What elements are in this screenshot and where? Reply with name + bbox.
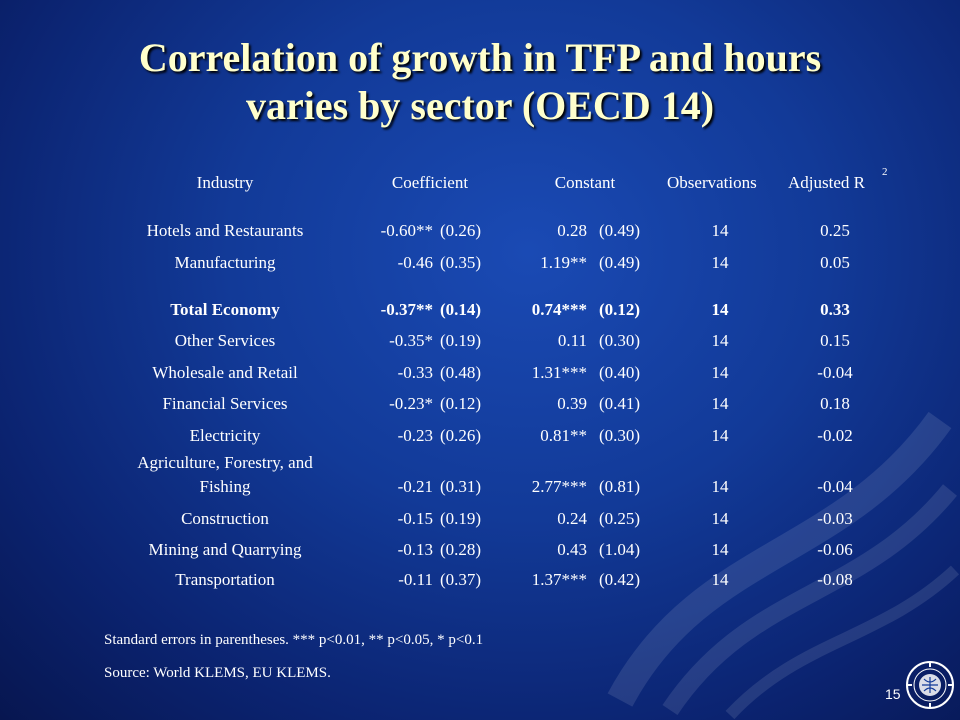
row-coefficient-se: (0.19)	[440, 509, 482, 528]
row-adjusted-r2: -0.08	[817, 570, 853, 589]
row-industry: Financial Services	[162, 394, 288, 413]
row-adjusted-r2: 0.33	[820, 300, 850, 319]
row-industry: Electricity	[189, 426, 261, 445]
header-adjusted-r: Adjusted R	[788, 173, 865, 192]
row-constant: 0.11	[557, 331, 587, 350]
row-observations: 14	[711, 221, 729, 240]
row-industry: Hotels and Restaurants	[146, 221, 304, 240]
row-constant-se: (0.49)	[599, 253, 641, 272]
row-industry-line-1: Agriculture, Forestry, and	[137, 453, 313, 472]
row-adjusted-r2: 0.18	[820, 394, 850, 413]
row-constant-se: (0.81)	[599, 477, 641, 496]
row-constant-se: (1.04)	[599, 540, 641, 559]
row-coefficient: -0.13	[397, 540, 433, 559]
row-constant: 0.28	[557, 221, 587, 240]
row-coefficient-se: (0.19)	[440, 331, 482, 350]
row-coefficient-se: (0.31)	[440, 477, 482, 496]
row-constant: 0.43	[557, 540, 587, 559]
row-coefficient: -0.37**	[380, 300, 433, 319]
background-swirl-decoration	[607, 411, 960, 720]
row-constant-se: (0.49)	[599, 221, 641, 240]
row-coefficient-se: (0.26)	[440, 426, 482, 445]
imf-seal-icon	[906, 661, 954, 709]
row-observations: 14	[711, 540, 729, 559]
row-observations: 14	[711, 426, 729, 445]
row-adjusted-r2: -0.06	[817, 540, 853, 559]
header-adjusted-r-superscript: 2	[882, 166, 888, 178]
row-observations: 14	[711, 477, 729, 496]
header-industry: Industry	[196, 173, 254, 192]
slide-title-line-1: Correlation of growth in TFP and hours	[138, 35, 822, 80]
row-coefficient: -0.35*	[389, 331, 433, 350]
row-coefficient: -0.21	[397, 477, 433, 496]
row-observations: 14	[711, 331, 729, 350]
row-coefficient: -0.60**	[380, 221, 433, 240]
row-adjusted-r2: 0.15	[820, 331, 850, 350]
header-coefficient: Coefficient	[391, 173, 469, 192]
row-constant-se: (0.12)	[599, 300, 641, 319]
row-coefficient-se: (0.26)	[440, 221, 482, 240]
row-coefficient-se: (0.48)	[440, 363, 482, 382]
row-constant: 0.39	[557, 394, 587, 413]
row-adjusted-r2: 0.05	[820, 253, 850, 272]
row-constant-se: (0.42)	[599, 570, 641, 589]
row-observations: 14	[711, 570, 729, 589]
row-observations: 14	[711, 300, 729, 319]
row-constant: 0.81**	[540, 426, 587, 445]
row-coefficient-se: (0.35)	[440, 253, 482, 272]
row-industry: Transportation	[175, 570, 275, 589]
row-industry: Wholesale and Retail	[152, 363, 298, 382]
row-coefficient-se: (0.37)	[440, 570, 482, 589]
row-constant-se: (0.41)	[599, 394, 641, 413]
row-observations: 14	[711, 253, 729, 272]
row-constant: 1.19**	[540, 253, 587, 272]
row-coefficient: -0.23*	[389, 394, 433, 413]
row-adjusted-r2: 0.25	[820, 221, 850, 240]
row-coefficient-se: (0.12)	[440, 394, 482, 413]
row-constant: 2.77***	[531, 477, 587, 496]
row-coefficient: -0.11	[398, 570, 433, 589]
row-adjusted-r2: -0.04	[817, 363, 853, 382]
standard-errors-note: Standard errors in parentheses. *** p<0.…	[104, 632, 484, 648]
row-industry-line-2: Fishing	[199, 477, 251, 496]
row-observations: 14	[711, 363, 729, 382]
row-constant-se: (0.25)	[599, 509, 641, 528]
source-note: Source: World KLEMS, EU KLEMS.	[104, 665, 331, 681]
row-adjusted-r2: -0.02	[817, 426, 853, 445]
row-coefficient: -0.15	[397, 509, 433, 528]
row-constant-se: (0.40)	[599, 363, 641, 382]
row-observations: 14	[711, 394, 729, 413]
row-constant: 1.31***	[531, 363, 587, 382]
row-constant-se: (0.30)	[599, 331, 641, 350]
row-coefficient: -0.33	[397, 363, 433, 382]
row-coefficient-se: (0.28)	[440, 540, 482, 559]
row-coefficient: -0.23	[397, 426, 433, 445]
row-coefficient: -0.46	[397, 253, 433, 272]
row-constant: 0.74***	[531, 300, 587, 319]
row-industry: Total Economy	[170, 300, 280, 319]
row-adjusted-r2: -0.04	[817, 477, 853, 496]
row-industry: Manufacturing	[174, 253, 276, 272]
page-number: 15	[885, 686, 901, 702]
slide-title: Correlation of growth in TFP and hours v…	[0, 34, 960, 130]
row-observations: 14	[711, 509, 729, 528]
header-constant: Constant	[554, 173, 616, 192]
row-industry: Mining and Quarrying	[148, 540, 302, 559]
row-constant-se: (0.30)	[599, 426, 641, 445]
row-constant: 0.24	[557, 509, 587, 528]
row-industry: Other Services	[174, 331, 276, 350]
slide-title-line-2: varies by sector (OECD 14)	[245, 83, 715, 128]
row-coefficient-se: (0.14)	[440, 300, 482, 319]
row-constant: 1.37***	[531, 570, 587, 589]
header-observations: Observations	[667, 173, 757, 192]
row-adjusted-r2: -0.03	[817, 509, 853, 528]
row-industry: Construction	[181, 509, 269, 528]
